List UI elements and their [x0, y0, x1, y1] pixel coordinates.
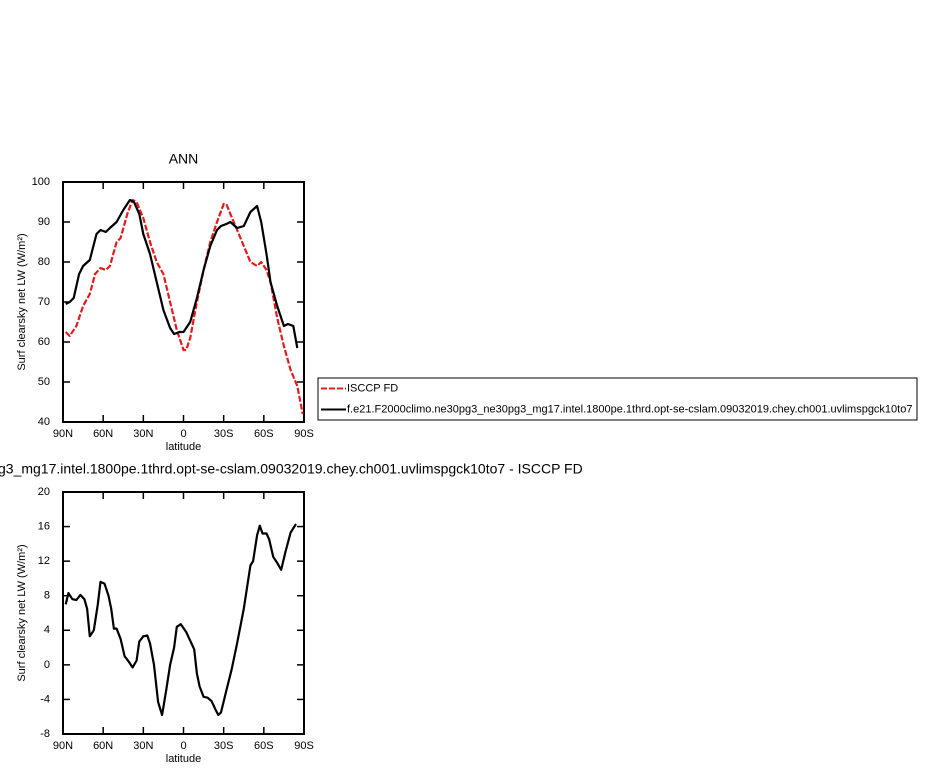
y-axis-label: Surf clearsky net LW (W/m²) [16, 544, 28, 681]
x-axis-label: latitude [166, 441, 201, 453]
data-line [64, 198, 304, 415]
legend-box [317, 377, 918, 421]
y-tick-label: 60 [38, 336, 50, 348]
legend-label: ISCCP FD [347, 382, 398, 394]
y-axis-label: Surf clearsky net LW (W/m²) [16, 233, 28, 370]
data-line [64, 523, 297, 717]
x-tick-label: 60S [254, 740, 274, 752]
y-tick-label: 12 [38, 555, 50, 567]
y-tick-label: 80 [38, 256, 50, 268]
x-tick-label: 30S [214, 428, 234, 440]
x-tick-label: 60N [93, 428, 113, 440]
legend-label: f.e21.F2000climo.ne30pg3_ne30pg3_mg17.in… [347, 403, 912, 415]
x-tick-label: 0 [180, 428, 186, 440]
plot-frame [62, 491, 305, 735]
x-tick-label: 90S [294, 428, 314, 440]
y-tick-label: -8 [40, 728, 50, 740]
y-tick-label: 16 [38, 520, 50, 532]
data-line [65, 198, 299, 349]
y-tick-label: 40 [38, 416, 50, 428]
y-tick-label: 8 [44, 590, 50, 602]
y-tick-label: 0 [44, 659, 50, 671]
x-tick-label: 60N [93, 740, 113, 752]
x-tick-label: 30S [214, 740, 234, 752]
y-tick-label: 4 [44, 624, 50, 636]
plot-frame [62, 181, 305, 423]
y-tick-label: -4 [40, 693, 50, 705]
y-tick-label: 100 [32, 176, 50, 188]
x-tick-label: 90N [53, 740, 73, 752]
y-tick-label: 70 [38, 296, 50, 308]
x-tick-label: 30N [133, 740, 153, 752]
y-tick-label: 90 [38, 216, 50, 228]
y-tick-label: 50 [38, 376, 50, 388]
chart-title: ANN [169, 151, 199, 167]
y-tick-label: 20 [38, 486, 50, 498]
x-tick-label: 0 [180, 740, 186, 752]
x-tick-label: 90S [294, 740, 314, 752]
x-axis-label: latitude [166, 753, 201, 765]
x-tick-label: 90N [53, 428, 73, 440]
x-tick-label: 30N [133, 428, 153, 440]
chart-title: g3_mg17.intel.1800pe.1thrd.opt-se-cslam.… [0, 461, 583, 477]
x-tick-label: 60S [254, 428, 274, 440]
